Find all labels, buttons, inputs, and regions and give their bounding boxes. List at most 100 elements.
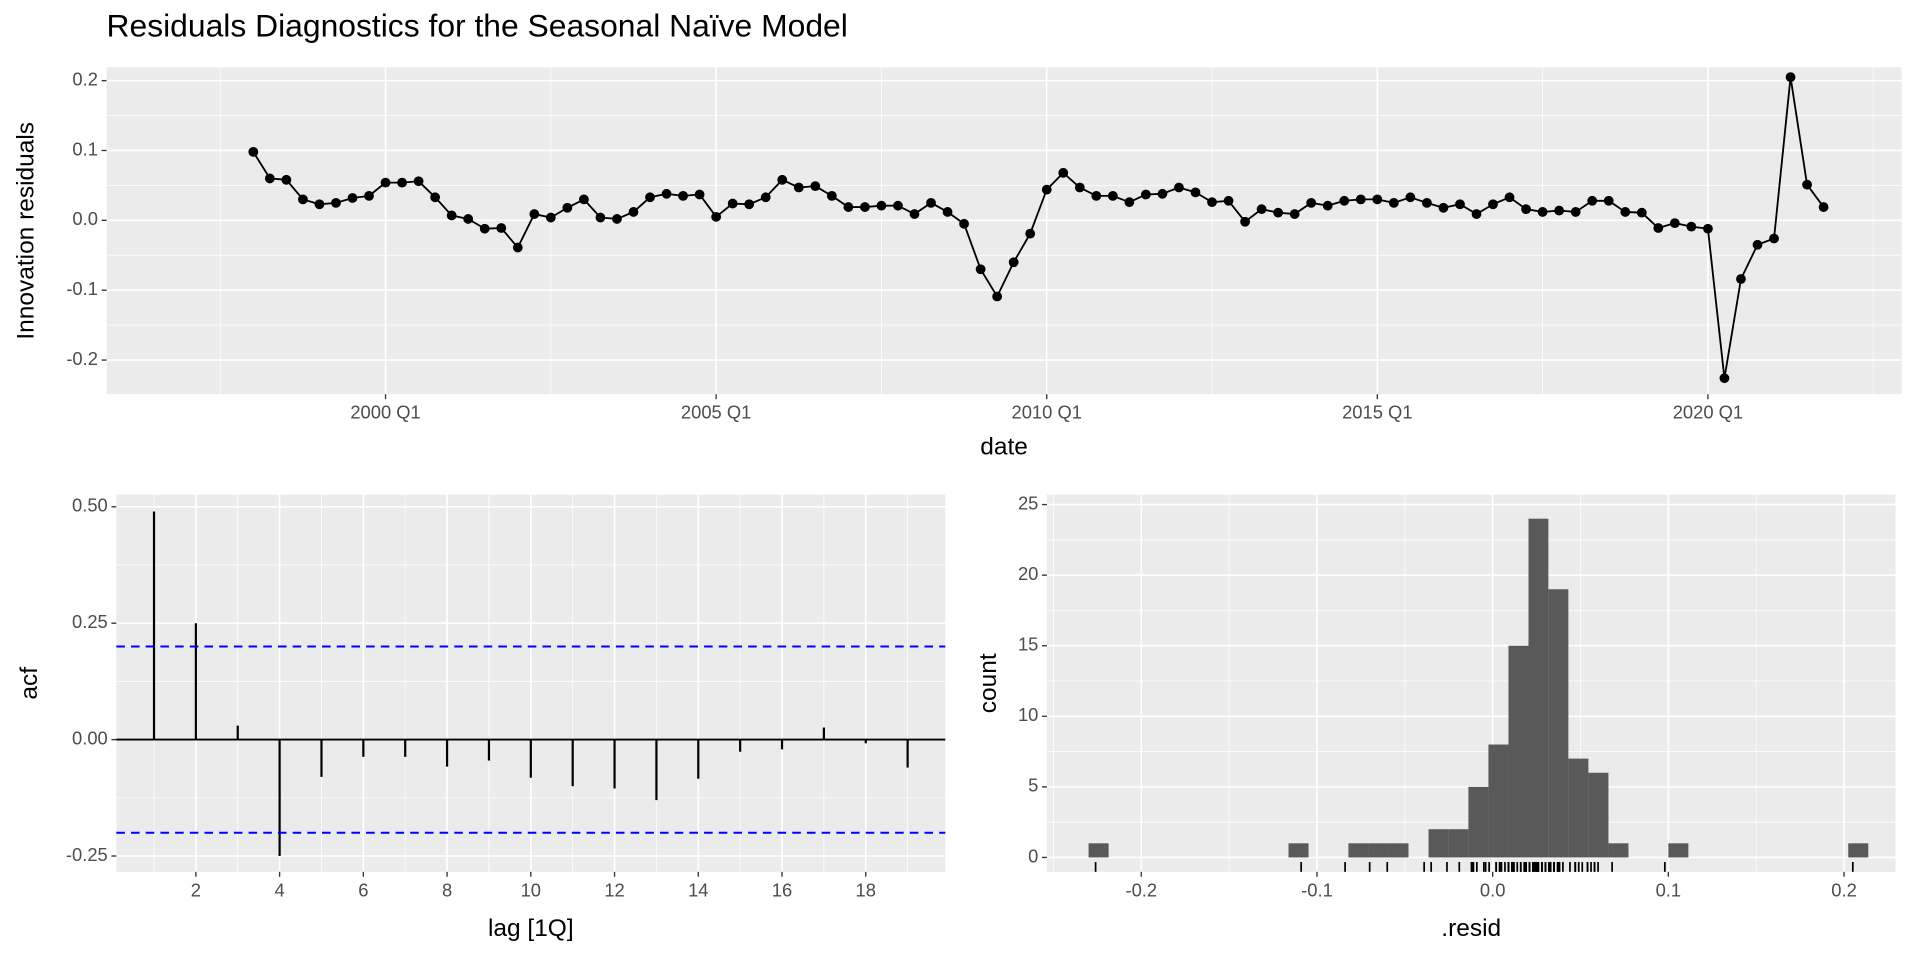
x-tick-label: 10 bbox=[521, 879, 541, 900]
residual-point bbox=[678, 190, 688, 201]
residual-point bbox=[860, 202, 870, 212]
residual-point bbox=[1240, 216, 1250, 227]
residual-point bbox=[595, 212, 606, 223]
residual-point bbox=[628, 207, 639, 217]
x-tick-label: 2015 Q1 bbox=[1342, 402, 1412, 423]
residual-point bbox=[727, 198, 738, 209]
residual-point bbox=[347, 193, 358, 203]
residual-point bbox=[1703, 223, 1713, 234]
histogram-bar bbox=[1348, 843, 1369, 858]
x-tick-label: 12 bbox=[604, 879, 624, 900]
residual-point bbox=[1174, 182, 1184, 193]
x-tick-label: 18 bbox=[856, 879, 876, 900]
residual-point bbox=[314, 199, 325, 210]
residual-point bbox=[1355, 194, 1366, 205]
x-tick-label: -0.2 bbox=[1125, 879, 1157, 900]
histogram-bar bbox=[1288, 843, 1309, 858]
residual-point bbox=[1091, 190, 1102, 201]
residual-point bbox=[579, 194, 589, 205]
residual-point bbox=[1752, 239, 1763, 250]
y-tick-label: 0.2 bbox=[72, 68, 98, 89]
residual-point bbox=[1636, 207, 1647, 218]
residual-point bbox=[1736, 274, 1746, 284]
y-axis-title: count bbox=[975, 653, 1002, 713]
residual-point bbox=[1207, 197, 1217, 208]
residual-point bbox=[446, 210, 457, 221]
x-tick-label: 4 bbox=[275, 879, 285, 900]
residual-point bbox=[331, 197, 341, 208]
residual-point bbox=[793, 182, 804, 193]
y-tick-label: 0.0 bbox=[72, 208, 98, 229]
x-tick-label: 8 bbox=[442, 879, 452, 900]
residual-point bbox=[1107, 190, 1118, 201]
residual-point bbox=[1719, 373, 1730, 384]
residual-point bbox=[1587, 195, 1598, 206]
residual-point bbox=[826, 190, 837, 201]
histogram-bar bbox=[1568, 758, 1589, 858]
histogram-bar bbox=[1528, 518, 1549, 858]
histogram-bar bbox=[1088, 843, 1109, 858]
y-tick-label: 0.25 bbox=[72, 611, 108, 632]
residual-point bbox=[1289, 209, 1300, 219]
residual-point bbox=[1620, 207, 1631, 217]
y-tick-label: 20 bbox=[1018, 563, 1038, 584]
y-tick-label: 0 bbox=[1028, 845, 1038, 866]
residual-point bbox=[1124, 197, 1135, 208]
x-tick-label: 16 bbox=[772, 879, 792, 900]
y-axis-title: Innovation residuals bbox=[12, 122, 39, 340]
panel-background bbox=[106, 67, 1902, 395]
x-tick-label: 6 bbox=[358, 879, 368, 900]
residual-point bbox=[496, 223, 507, 233]
residual-point bbox=[975, 264, 986, 275]
residual-point bbox=[1521, 204, 1531, 215]
residual-point bbox=[1488, 199, 1498, 210]
residual-point bbox=[926, 197, 936, 208]
residual-point bbox=[661, 188, 672, 199]
residual-point bbox=[1256, 204, 1267, 215]
x-tick-label: 14 bbox=[688, 879, 708, 900]
residual-point bbox=[463, 214, 474, 224]
x-tick-label: 0.0 bbox=[1480, 879, 1506, 900]
residual-point bbox=[1058, 167, 1069, 178]
residual-point bbox=[810, 181, 821, 192]
residual-point bbox=[992, 291, 1003, 302]
y-tick-label: 10 bbox=[1018, 704, 1038, 725]
residual-point bbox=[1141, 189, 1151, 200]
residual-point bbox=[909, 209, 920, 219]
x-axis-title: date bbox=[980, 434, 1028, 461]
residual-point bbox=[1802, 179, 1812, 190]
residual-point bbox=[1504, 192, 1515, 203]
histogram-bar bbox=[1368, 843, 1389, 858]
residual-point bbox=[380, 177, 391, 188]
residual-point bbox=[1322, 200, 1333, 211]
residual-point bbox=[298, 194, 308, 205]
residual-point bbox=[959, 218, 969, 229]
x-axis-title: .resid bbox=[1441, 915, 1501, 942]
residual-point bbox=[1422, 197, 1432, 208]
residual-point bbox=[1471, 209, 1482, 219]
histogram-bar bbox=[1548, 589, 1569, 858]
histogram-bar bbox=[1488, 744, 1509, 858]
residual-point bbox=[893, 200, 903, 211]
residual-point bbox=[479, 223, 490, 234]
residual-point bbox=[1306, 197, 1317, 208]
residual-point bbox=[281, 174, 292, 185]
residual-point bbox=[1537, 207, 1548, 217]
histogram-bar bbox=[1448, 829, 1469, 858]
residual-point bbox=[645, 192, 655, 203]
y-tick-label: 15 bbox=[1018, 634, 1038, 655]
residual-point bbox=[876, 200, 887, 211]
residual-point bbox=[1273, 207, 1284, 218]
residual-point bbox=[1603, 195, 1614, 206]
x-tick-label: 2010 Q1 bbox=[1012, 402, 1082, 423]
histogram-bar bbox=[1428, 829, 1449, 858]
residual-point bbox=[1438, 202, 1449, 213]
residual-point bbox=[1025, 228, 1036, 239]
residual-point bbox=[1190, 187, 1201, 198]
residual-point bbox=[562, 202, 573, 213]
x-tick-label: 0.2 bbox=[1831, 879, 1857, 900]
x-tick-label: 2000 Q1 bbox=[350, 402, 420, 423]
y-tick-label: -0.1 bbox=[66, 278, 98, 299]
